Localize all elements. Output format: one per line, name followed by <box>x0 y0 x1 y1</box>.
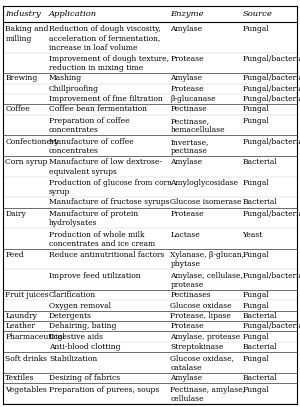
Text: Stabilization: Stabilization <box>49 354 97 363</box>
Text: Manufacture of fructose syrups: Manufacture of fructose syrups <box>49 199 169 206</box>
Text: Leather: Leather <box>5 322 35 330</box>
Text: Streptokinase: Streptokinase <box>170 343 224 351</box>
Text: Bacterial: Bacterial <box>242 158 277 166</box>
Text: Amylase: Amylase <box>170 374 202 382</box>
Text: Source: Source <box>242 10 272 18</box>
Text: Preparation of coffee
concentrates: Preparation of coffee concentrates <box>49 117 130 134</box>
Text: Enzyme: Enzyme <box>170 10 204 18</box>
Text: Manufacture of low dextrose-
equivalent syrups: Manufacture of low dextrose- equivalent … <box>49 158 162 175</box>
Text: Pectinases: Pectinases <box>170 291 211 300</box>
Text: Lactase: Lactase <box>170 231 200 239</box>
Text: Fungal/bacterial: Fungal/bacterial <box>242 138 300 146</box>
Text: Mashing: Mashing <box>49 74 82 83</box>
Text: Coffee: Coffee <box>5 105 30 114</box>
Text: Fungal: Fungal <box>242 179 269 187</box>
Text: Improvement of dough texture,
reduction in mixing time: Improvement of dough texture, reduction … <box>49 55 169 72</box>
Text: Manufacture of protein
hydrolysates: Manufacture of protein hydrolysates <box>49 210 138 227</box>
Text: Glucose oxidase: Glucose oxidase <box>170 302 232 310</box>
Text: Fruit juices: Fruit juices <box>5 291 49 300</box>
Text: Fungal/bacterial: Fungal/bacterial <box>242 55 300 63</box>
Text: Yeast: Yeast <box>242 231 263 239</box>
Text: Fungal: Fungal <box>242 105 269 114</box>
Text: Pharmaceutical: Pharmaceutical <box>5 333 65 341</box>
Text: Fungal: Fungal <box>242 117 269 125</box>
Text: Coffee bean fermentation: Coffee bean fermentation <box>49 105 147 114</box>
Text: Fungal/bacterial: Fungal/bacterial <box>242 210 300 218</box>
Text: Feed: Feed <box>5 251 24 259</box>
Text: Oxygen removal: Oxygen removal <box>49 302 111 310</box>
Text: Digestive aids: Digestive aids <box>49 333 103 341</box>
Text: Dairy: Dairy <box>5 210 26 218</box>
Text: Corn syrup: Corn syrup <box>5 158 48 166</box>
Text: Manufacture of coffee
concentrates: Manufacture of coffee concentrates <box>49 138 134 155</box>
Text: Fungal: Fungal <box>242 302 269 310</box>
Text: Textiles: Textiles <box>5 374 35 382</box>
Text: Invertase,
pectinase: Invertase, pectinase <box>170 138 209 155</box>
Text: Reduce antinutritional factors: Reduce antinutritional factors <box>49 251 164 259</box>
Text: Protease: Protease <box>170 322 204 330</box>
Text: Fungal/bacterial: Fungal/bacterial <box>242 322 300 330</box>
Text: Reduction of dough viscosity,
acceleration of fermentation,
increase in loaf vol: Reduction of dough viscosity, accelerati… <box>49 25 161 52</box>
Text: Desizing of fabrics: Desizing of fabrics <box>49 374 120 382</box>
Text: Confectionery: Confectionery <box>5 138 59 146</box>
Text: Production of whole milk
concentrates and ice cream: Production of whole milk concentrates an… <box>49 231 155 248</box>
Text: Preparation of purees, soups: Preparation of purees, soups <box>49 385 159 394</box>
Text: Amylase, cellulase,
protease: Amylase, cellulase, protease <box>170 272 243 289</box>
Text: Fungal/bacterial: Fungal/bacterial <box>242 95 300 103</box>
Text: Fungal: Fungal <box>242 25 269 33</box>
Text: Dehairing, bating: Dehairing, bating <box>49 322 116 330</box>
Text: Fungal/bacterial: Fungal/bacterial <box>242 74 300 83</box>
Text: Pectinase: Pectinase <box>170 105 207 114</box>
Text: Glucose isomerase: Glucose isomerase <box>170 199 242 206</box>
Text: β-glucanase: β-glucanase <box>170 95 216 103</box>
Text: Clarification: Clarification <box>49 291 96 300</box>
Text: Amylase: Amylase <box>170 74 202 83</box>
Text: Improve feed utilization: Improve feed utilization <box>49 272 140 280</box>
Text: Fungal: Fungal <box>242 385 269 394</box>
Text: Amylase: Amylase <box>170 158 202 166</box>
Text: Fungal: Fungal <box>242 251 269 259</box>
Text: Fungal: Fungal <box>242 354 269 363</box>
Text: Improvement of fine filtration: Improvement of fine filtration <box>49 95 163 103</box>
Text: Fungal/bacterial: Fungal/bacterial <box>242 85 300 93</box>
Text: Pectinase,
hemacellulase: Pectinase, hemacellulase <box>170 117 225 134</box>
Text: Chillproofing: Chillproofing <box>49 85 99 93</box>
Text: Bacterial: Bacterial <box>242 374 277 382</box>
Text: Soft drinks: Soft drinks <box>5 354 47 363</box>
Text: Pectinase, amylase,
cellulase: Pectinase, amylase, cellulase <box>170 385 245 403</box>
Text: Production of glucose from corn
syrup: Production of glucose from corn syrup <box>49 179 172 196</box>
Text: Detergents: Detergents <box>49 312 92 320</box>
Text: Industry: Industry <box>5 10 41 18</box>
Text: Amyloglycosidase: Amyloglycosidase <box>170 179 238 187</box>
Text: Application: Application <box>49 10 97 18</box>
Text: Amylase: Amylase <box>170 25 202 33</box>
Text: Brewing: Brewing <box>5 74 38 83</box>
Text: Baking and
milling: Baking and milling <box>5 25 49 42</box>
Text: Fungal: Fungal <box>242 333 269 341</box>
Text: Anti-blood clotting: Anti-blood clotting <box>49 343 120 351</box>
Text: Bacterial: Bacterial <box>242 343 277 351</box>
Text: Bacterial: Bacterial <box>242 199 277 206</box>
Text: Vegetables: Vegetables <box>5 385 47 394</box>
Text: Bacterial: Bacterial <box>242 312 277 320</box>
Text: Glucose oxidase,
catalase: Glucose oxidase, catalase <box>170 354 234 372</box>
Text: Xylanase, β-glucan,
phytase: Xylanase, β-glucan, phytase <box>170 251 244 269</box>
Text: Protease: Protease <box>170 85 204 93</box>
Text: Amylase, protease: Amylase, protease <box>170 333 241 341</box>
Text: Laundry: Laundry <box>5 312 37 320</box>
Text: Protease: Protease <box>170 210 204 218</box>
Text: Protease: Protease <box>170 55 204 63</box>
Text: Protease, lipase: Protease, lipase <box>170 312 231 320</box>
Text: Fungal/bacterial: Fungal/bacterial <box>242 272 300 280</box>
Text: Fungal: Fungal <box>242 291 269 300</box>
